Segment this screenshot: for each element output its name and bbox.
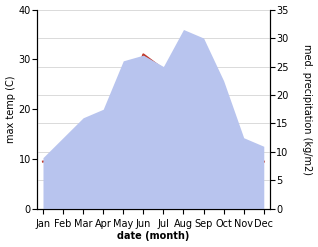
Y-axis label: med. precipitation (kg/m2): med. precipitation (kg/m2) [302, 44, 313, 175]
X-axis label: date (month): date (month) [117, 231, 190, 242]
Y-axis label: max temp (C): max temp (C) [5, 76, 16, 143]
